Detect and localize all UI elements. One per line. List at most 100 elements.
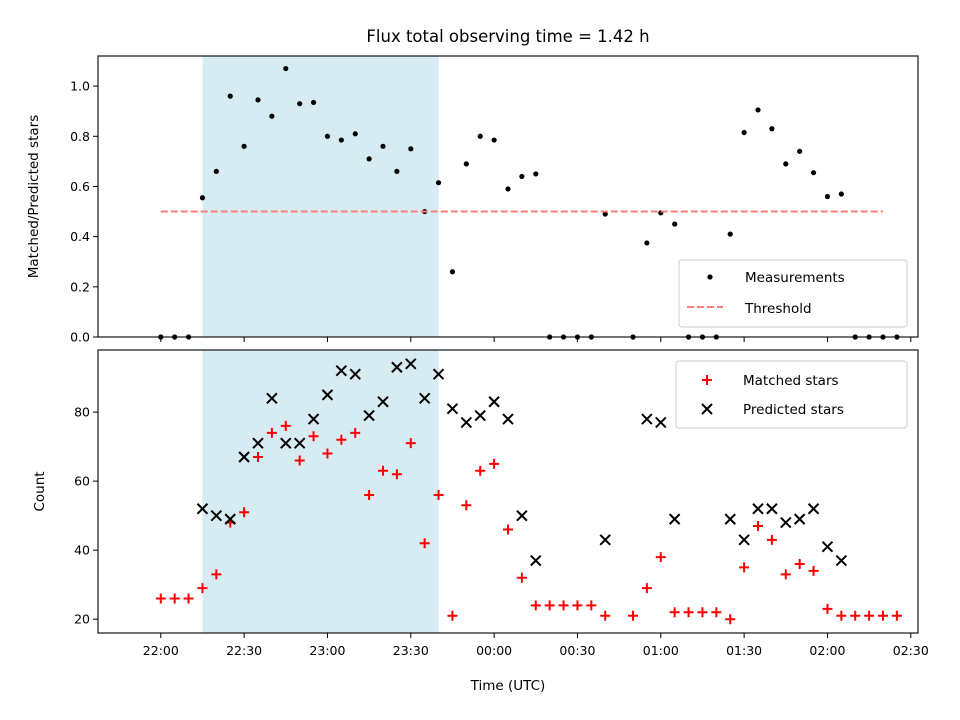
measurement-point: [338, 137, 344, 143]
x-tick-label: 23:00: [309, 643, 345, 658]
predicted-star-point: [446, 402, 459, 415]
measurement-point: [380, 143, 386, 149]
predicted-star-point: [280, 437, 292, 449]
x-tick-label: 22:30: [226, 643, 262, 658]
predicted-star-point: [307, 413, 320, 425]
matched-star-point: [753, 521, 763, 532]
x-tick-label: 22:00: [143, 643, 179, 658]
predicted-star-point: [793, 513, 806, 525]
predicted-star-point: [405, 358, 417, 370]
measurement-point: [491, 137, 497, 143]
top-legend: Measurements Threshold: [678, 259, 908, 328]
matched-star-point: [183, 593, 194, 604]
legend-label-measurements: Measurements: [745, 270, 845, 286]
matched-star-point: [655, 552, 666, 563]
matched-star-point: [600, 610, 611, 621]
matched-star-point: [780, 569, 791, 580]
matched-star-point: [669, 607, 680, 618]
measurement-point: [324, 133, 331, 139]
measurement-point: [769, 126, 775, 132]
matched-star-point: [322, 448, 333, 459]
measurement-point: [783, 161, 789, 167]
legend-label-matched-stars: Matched stars: [743, 373, 839, 389]
matched-star-point: [378, 465, 388, 476]
predicted-star-point: [599, 534, 611, 546]
predicted-star-point: [252, 437, 264, 449]
bot-y-tick-label: 80: [74, 405, 90, 420]
measurement-point: [352, 131, 358, 137]
predicted-star-point: [530, 554, 542, 567]
predicted-star-point: [502, 413, 514, 425]
predicted-star-point: [516, 509, 528, 522]
predicted-star-point: [738, 534, 750, 546]
matched-star-point: [822, 603, 833, 614]
top-y-tick-label: 0.4: [70, 229, 90, 244]
measurement-point: [199, 195, 206, 201]
measurement-point: [213, 168, 219, 175]
matched-star-point: [586, 600, 597, 611]
measurement-point: [810, 170, 817, 176]
measurement-point: [727, 231, 733, 237]
matched-star-point: [864, 610, 875, 621]
measurement-point: [755, 107, 761, 113]
x-axis-label: Time (UTC): [470, 678, 546, 694]
predicted-star-point: [377, 396, 389, 408]
x-tick-label: 00:00: [476, 643, 512, 658]
measurement-point: [505, 186, 511, 192]
matched-star-point: [530, 600, 541, 611]
measurement-point: [255, 97, 261, 103]
chart-title: Flux total observing time = 1.42 h: [366, 27, 649, 46]
legend-label-predicted-stars: Predicted stars: [743, 402, 844, 418]
matched-star-point: [739, 562, 750, 573]
matched-star-point: [155, 593, 166, 604]
predicted-star-point: [474, 409, 486, 422]
x-tick-label: 02:00: [809, 643, 845, 658]
bot-y-tick-label: 20: [74, 612, 90, 627]
matched-star-point: [447, 610, 458, 621]
measurement-point: [519, 173, 525, 180]
bottom-legend: Matched stars Predicted stars: [675, 360, 908, 429]
predicted-star-point: [196, 503, 209, 515]
measurement-point: [269, 113, 275, 119]
measurement-point: [463, 161, 469, 167]
matched-star-point: [878, 610, 888, 621]
matched-star-point: [405, 438, 416, 449]
matched-star-point: [197, 583, 208, 594]
matched-star-point: [419, 538, 430, 549]
matched-star-point: [266, 427, 277, 438]
predicted-star-point: [418, 392, 431, 405]
x-tick-label: 02:30: [893, 643, 929, 658]
bot-y-tick-label: 60: [74, 474, 90, 489]
predicted-star-point: [391, 361, 403, 373]
predicted-star-point: [655, 416, 667, 429]
matched-star-point: [475, 465, 486, 476]
bot-axes-frame: [97, 349, 919, 634]
predicted-star-point: [766, 503, 778, 515]
predicted-star-point: [724, 513, 736, 525]
matched-star-point: [836, 610, 847, 621]
predicted-star-point: [363, 409, 375, 422]
predicted-star-point: [752, 503, 764, 515]
top-y-tick-label: 0.0: [70, 330, 90, 345]
matched-star-point: [558, 600, 569, 611]
matched-star-point: [794, 558, 805, 569]
matched-star-point: [711, 607, 722, 618]
measurement-point: [227, 93, 233, 99]
matched-star-point: [503, 524, 513, 535]
matched-star-point: [850, 610, 861, 621]
predicted-star-point: [641, 413, 653, 425]
bottom-legend-frame: [675, 360, 908, 429]
predicted-star-point: [668, 513, 681, 525]
matched-star-point: [294, 455, 305, 466]
predicted-star-point: [821, 541, 834, 553]
matched-star-point: [628, 610, 638, 621]
measurement-point: [310, 99, 317, 106]
matched-star-point: [697, 607, 708, 618]
matched-star-point: [683, 607, 694, 618]
measurement-point: [824, 193, 831, 200]
x-tick-label: 23:30: [393, 643, 429, 658]
matched-star-point: [391, 469, 402, 480]
measurement-point: [477, 133, 483, 139]
measurement-point: [435, 180, 442, 186]
